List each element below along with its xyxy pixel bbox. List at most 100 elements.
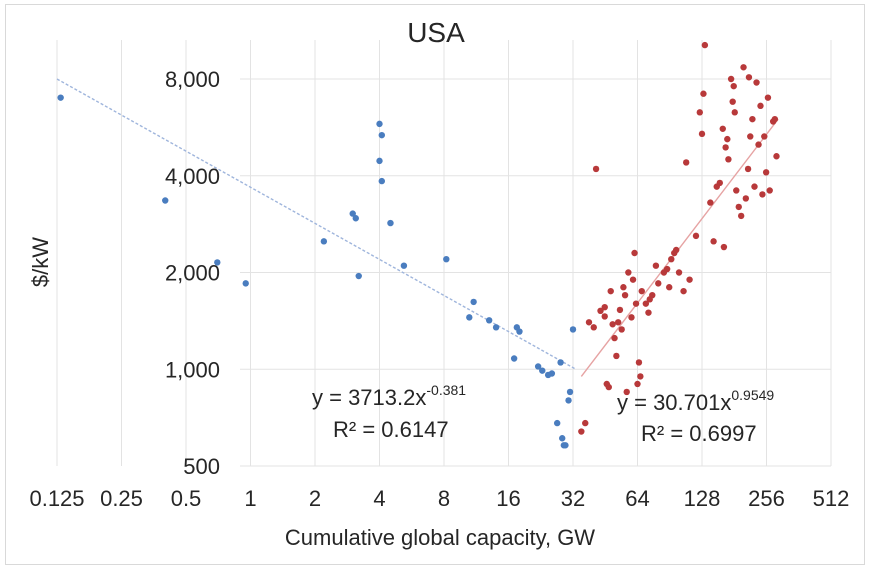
y-tick-label: 500 bbox=[183, 454, 220, 479]
data-point bbox=[773, 153, 780, 160]
data-point bbox=[162, 197, 169, 204]
data-point bbox=[731, 109, 738, 116]
x-tick-label: 1 bbox=[244, 486, 256, 511]
data-point bbox=[57, 94, 64, 101]
data-point bbox=[716, 179, 724, 187]
data-point bbox=[242, 280, 249, 287]
equation-red: y = 30.701x0.9549 R² = 0.6997 bbox=[617, 387, 774, 446]
x-tick-label: 256 bbox=[748, 486, 785, 511]
data-point bbox=[663, 265, 671, 273]
data-point bbox=[751, 183, 758, 190]
data-point bbox=[492, 324, 500, 331]
data-point bbox=[376, 120, 383, 128]
data-point bbox=[562, 442, 569, 449]
data-point bbox=[625, 269, 632, 276]
y-tick-label: 2,000 bbox=[165, 261, 220, 286]
y-tick-label: 8,000 bbox=[165, 67, 220, 92]
data-point bbox=[735, 203, 742, 211]
data-point bbox=[629, 276, 637, 283]
data-point bbox=[692, 232, 700, 240]
data-point bbox=[601, 303, 608, 311]
data-point bbox=[557, 359, 564, 366]
data-point bbox=[635, 359, 643, 366]
data-point bbox=[722, 144, 729, 151]
data-point bbox=[737, 212, 745, 220]
trendline bbox=[580, 118, 779, 377]
y-tick-label: 4,000 bbox=[165, 164, 220, 189]
data-point bbox=[747, 133, 754, 140]
data-point bbox=[725, 156, 732, 163]
x-tick-label: 8 bbox=[438, 486, 450, 511]
data-point bbox=[638, 287, 645, 295]
x-tick-label: 16 bbox=[496, 486, 520, 511]
data-point bbox=[607, 287, 614, 295]
data-point bbox=[762, 169, 770, 176]
data-point bbox=[680, 287, 687, 295]
data-point bbox=[655, 280, 662, 287]
y-tick-labels: 500 1,000 2,000 4,000 8,000 bbox=[165, 67, 220, 479]
data-point bbox=[761, 133, 768, 140]
data-point bbox=[757, 102, 764, 110]
data-point bbox=[672, 246, 680, 254]
data-point bbox=[749, 115, 756, 123]
data-point bbox=[559, 435, 566, 442]
x-tick-label: 2 bbox=[309, 486, 321, 511]
data-point bbox=[666, 284, 673, 291]
data-point bbox=[727, 75, 735, 83]
data-point bbox=[729, 98, 736, 105]
data-point bbox=[548, 370, 556, 377]
data-point bbox=[675, 269, 683, 276]
data-point bbox=[578, 428, 585, 435]
equation-red-r2: R² = 0.6997 bbox=[641, 421, 757, 446]
data-point bbox=[766, 187, 773, 194]
data-point bbox=[609, 321, 616, 328]
equation-blue: y = 3713.2x-0.381 R² = 0.6147 bbox=[312, 382, 466, 442]
x-tick-label: 128 bbox=[684, 486, 721, 511]
data-point bbox=[349, 210, 356, 217]
data-point bbox=[378, 177, 385, 185]
data-point bbox=[534, 363, 542, 370]
data-point bbox=[582, 419, 589, 427]
x-tick-label: 4 bbox=[373, 486, 385, 511]
equation-red-text: y = 30.701x0.9549 bbox=[617, 387, 774, 415]
data-point bbox=[742, 195, 750, 202]
data-point bbox=[378, 131, 385, 139]
data-point bbox=[585, 319, 593, 326]
data-point bbox=[466, 314, 473, 321]
data-point bbox=[745, 74, 753, 81]
data-point bbox=[320, 238, 328, 245]
data-point bbox=[376, 157, 383, 165]
data-point bbox=[621, 291, 629, 299]
data-point bbox=[710, 238, 717, 245]
data-points bbox=[57, 41, 780, 449]
data-point bbox=[214, 259, 221, 266]
y-tick-label: 1,000 bbox=[165, 357, 220, 382]
x-tick-label: 512 bbox=[813, 486, 850, 511]
data-point bbox=[652, 262, 660, 269]
data-point bbox=[744, 165, 752, 173]
data-point bbox=[771, 115, 779, 123]
data-point bbox=[645, 309, 652, 316]
data-point bbox=[355, 272, 362, 280]
data-point bbox=[733, 187, 740, 194]
data-point bbox=[628, 314, 635, 321]
data-point bbox=[698, 130, 706, 138]
data-point bbox=[753, 79, 760, 86]
data-point bbox=[400, 262, 408, 269]
chart-frame bbox=[5, 4, 865, 565]
data-point bbox=[470, 298, 477, 306]
data-point bbox=[759, 191, 766, 198]
x-tick-labels: 0.125 0.25 0.5 1 2 4 8 16 32 64 128 256 512 bbox=[29, 486, 849, 511]
data-point bbox=[516, 328, 523, 335]
data-point bbox=[592, 165, 600, 173]
data-point bbox=[719, 125, 726, 132]
data-point bbox=[605, 383, 612, 391]
x-tick-label: 0.25 bbox=[100, 486, 143, 511]
data-point bbox=[668, 255, 675, 263]
x-tick-label: 32 bbox=[561, 486, 585, 511]
x-tick-label: 0.5 bbox=[171, 486, 202, 511]
data-point bbox=[616, 306, 624, 314]
data-point bbox=[565, 397, 572, 404]
data-point bbox=[613, 352, 620, 360]
